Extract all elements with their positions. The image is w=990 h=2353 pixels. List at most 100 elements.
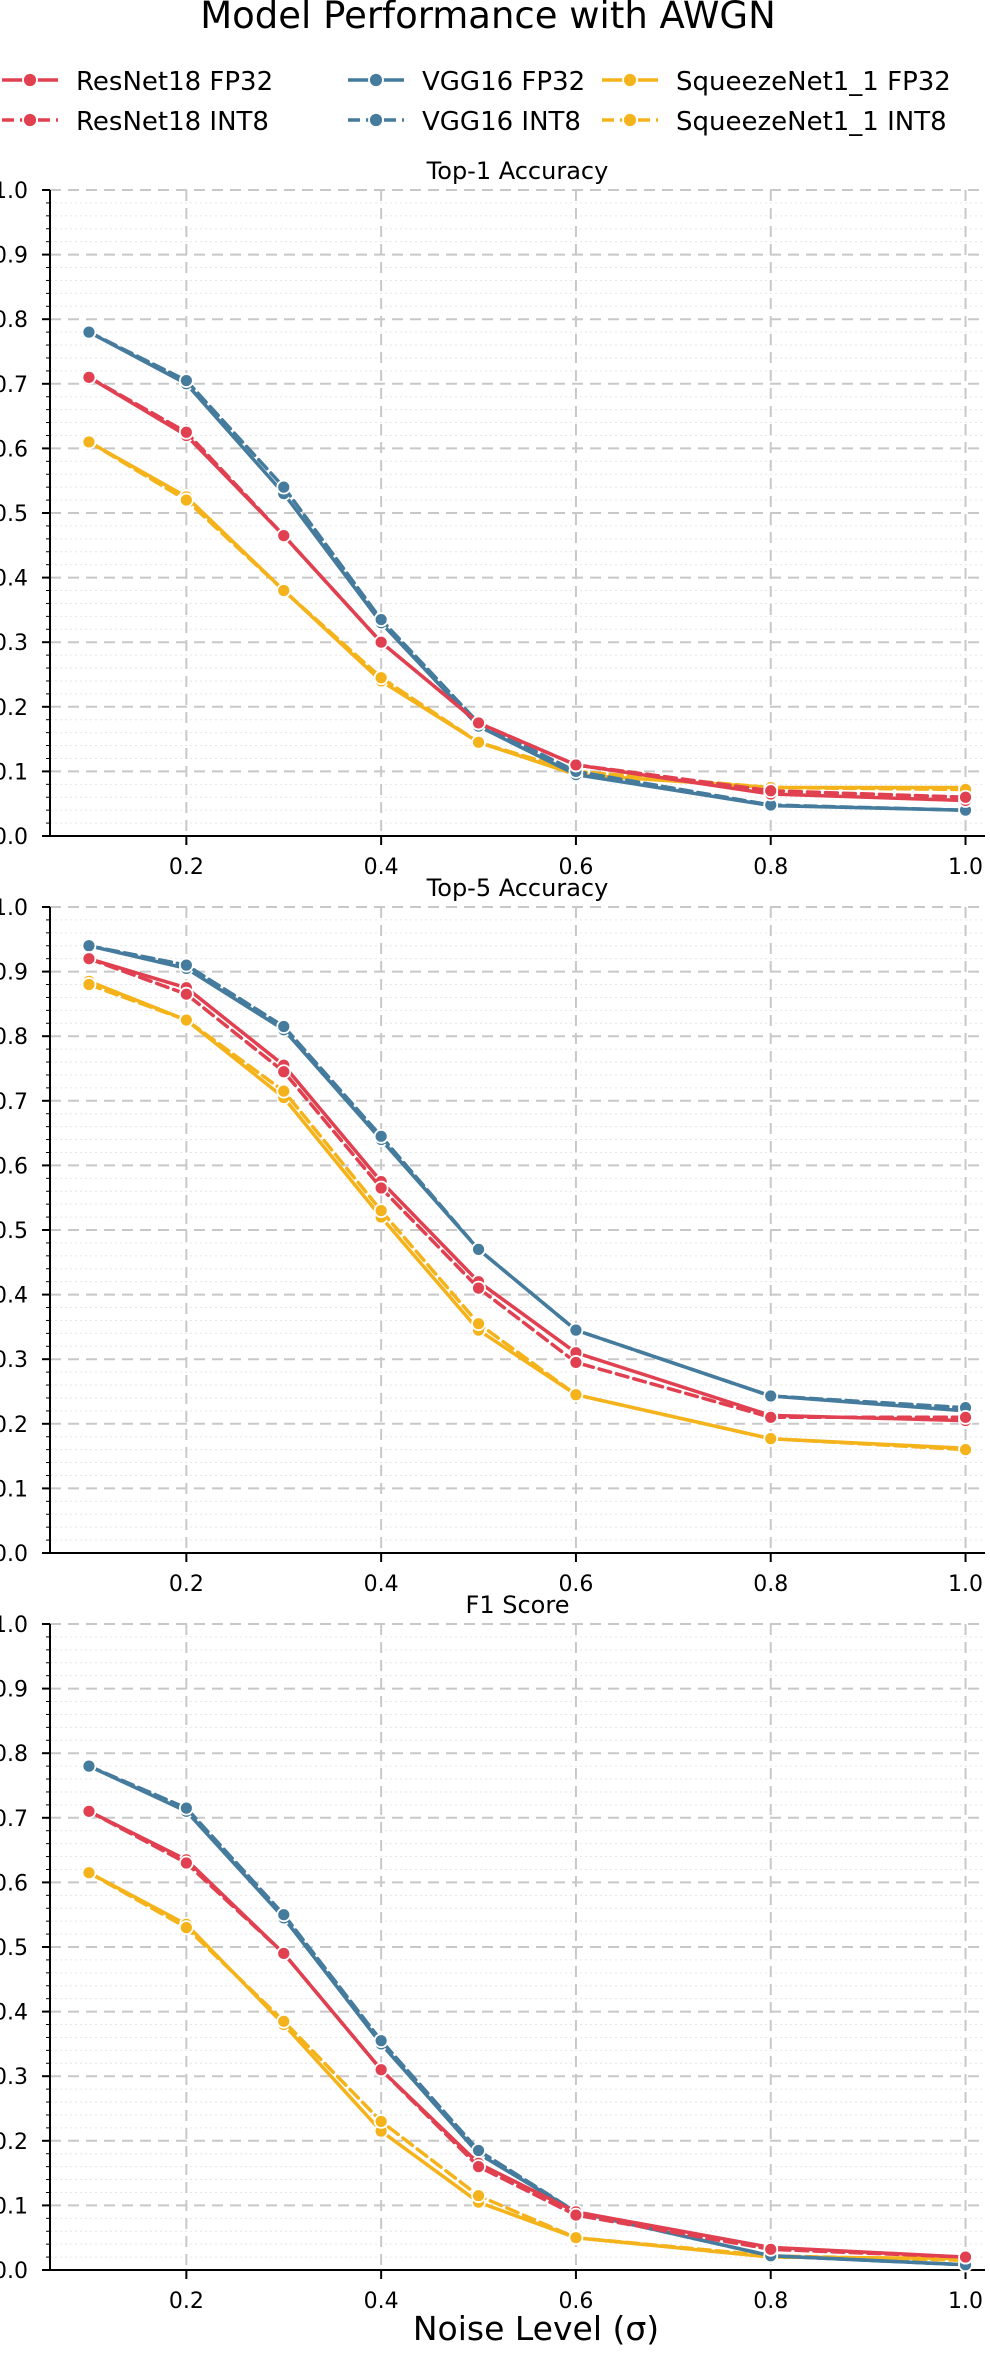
y-tick-label: 0.1 (0, 760, 28, 785)
data-point (81, 938, 97, 954)
panel-1: 0.0 0.1 0.2 0.3 0.4 0.5 0.6 0.7 0.8 0.9 1.0 0.2 0.4 0… (0, 157, 985, 880)
legend-swatch-marker (622, 72, 638, 88)
data-point (81, 324, 97, 340)
data-point (471, 734, 486, 750)
data-point (471, 1280, 486, 1296)
data-point (471, 2143, 486, 2158)
y-tick-label: 0.7 (0, 1807, 28, 1832)
data-point (81, 434, 97, 450)
x-tick-label: 0.6 (558, 1572, 593, 1597)
y-tick-label: 0.7 (0, 1090, 28, 1115)
y-tick-label: 0.4 (0, 567, 28, 592)
data-point (276, 1083, 292, 1099)
data-point (81, 369, 97, 385)
data-point (763, 1431, 779, 1447)
data-point (178, 1920, 194, 1936)
data-point (373, 670, 389, 686)
data-point (373, 2033, 389, 2049)
series-line (87, 330, 968, 812)
x-tick-label: 0.2 (169, 1572, 204, 1597)
series-line (87, 440, 968, 792)
legend-label: ResNet18 FP32 (76, 67, 273, 97)
legend-label: VGG16 INT8 (422, 107, 581, 137)
series-line (87, 944, 968, 1410)
series-line (87, 956, 968, 1423)
x-tick-label: 0.8 (753, 2289, 788, 2314)
x-tick-label: 0.4 (364, 2289, 399, 2314)
data-point (81, 977, 97, 992)
x-tick-label: 0.2 (169, 2289, 204, 2314)
data-point (763, 1388, 779, 1404)
data-point (958, 789, 973, 805)
data-point (276, 1946, 292, 1961)
data-point (471, 1316, 486, 1332)
data-point (276, 1064, 292, 1080)
y-tick-label: 0.4 (0, 2001, 28, 2026)
data-point (178, 1800, 194, 1816)
panel-3: 0.0 0.1 0.2 0.3 0.4 0.5 0.6 0.7 0.8 0.9 1.0 0.2 0.4 0… (0, 1591, 985, 2314)
series-line (87, 1809, 968, 2259)
y-tick-label: 0.0 (0, 1542, 28, 1567)
series-squeezenet1-1-int8 (81, 434, 973, 797)
data-point (763, 1409, 779, 1425)
y-tick-label: 0.8 (0, 308, 28, 333)
series-line (87, 330, 968, 812)
x-tick-label: 0.6 (558, 2289, 593, 2314)
series-resnet18-int8 (81, 951, 973, 1425)
y-tick-label: 0.3 (0, 2065, 28, 2090)
series-line (87, 440, 968, 790)
data-point (178, 1012, 194, 1028)
legend-item-2: VGG16 FP32 (348, 67, 585, 97)
data-point (373, 634, 389, 650)
data-point (471, 1241, 486, 1257)
data-point (81, 951, 97, 967)
y-tick-label: 0.5 (0, 502, 28, 527)
data-point (81, 1803, 97, 1819)
data-point (373, 1180, 389, 1196)
y-tick-label: 1.0 (0, 1613, 28, 1638)
y-tick-label: 0.9 (0, 1678, 28, 1703)
y-tick-label: 0.3 (0, 1348, 28, 1373)
data-point (568, 1322, 584, 1338)
x-tick-label: 1.0 (948, 1572, 983, 1597)
data-point (178, 986, 194, 1002)
data-point (178, 957, 194, 973)
y-tick-label: 0.9 (0, 244, 28, 269)
y-tick-label: 0.2 (0, 1413, 28, 1438)
data-point (81, 1758, 97, 1774)
data-point (178, 1855, 194, 1871)
series-squeezenet1-1-int8 (81, 1865, 973, 2268)
series-line (87, 1870, 968, 2261)
legend-swatch-marker (22, 112, 38, 128)
data-point (276, 583, 292, 598)
data-point (178, 424, 194, 440)
data-point (763, 783, 779, 799)
x-tick-label: 0.4 (364, 855, 399, 880)
legend-item-1: ResNet18 FP32 (2, 67, 273, 97)
series-vgg16-fp32 (81, 1758, 973, 2273)
series-squeezenet1-1-fp32 (81, 434, 973, 795)
y-tick-label: 0.2 (0, 696, 28, 721)
series-resnet18-fp32 (81, 1803, 973, 2265)
series-resnet18-int8 (81, 369, 973, 805)
series-line (87, 979, 968, 1451)
panel-title: Top-1 Accuracy (426, 157, 609, 185)
series-line (87, 1764, 968, 2267)
y-tick-label: 0.8 (0, 1025, 28, 1050)
x-tick-label: 0.8 (753, 855, 788, 880)
legend-label: SqueezeNet1_1 FP32 (676, 67, 951, 97)
y-tick-label: 0.0 (0, 2259, 28, 2284)
legend-item-6: SqueezeNet1_1 INT8 (602, 107, 947, 137)
legend-swatch-marker (622, 112, 638, 128)
y-tick-label: 0.7 (0, 373, 28, 398)
y-tick-label: 0.1 (0, 1477, 28, 1502)
panel-title: Top-5 Accuracy (426, 874, 609, 902)
y-tick-label: 0.0 (0, 825, 28, 850)
legend-item-4: ResNet18 INT8 (2, 107, 269, 137)
y-tick-label: 0.9 (0, 961, 28, 986)
x-tick-label: 1.0 (948, 2289, 983, 2314)
series-line (87, 375, 968, 803)
series-vgg16-int8 (81, 1758, 973, 2273)
data-point (373, 1203, 389, 1219)
